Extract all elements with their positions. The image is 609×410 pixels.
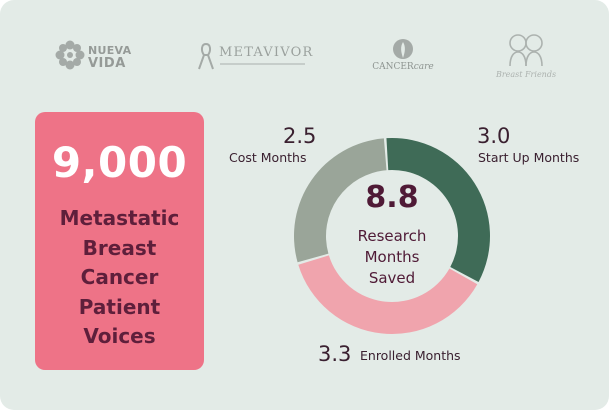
start-up-months-value: 3.0 — [477, 124, 511, 148]
nueva-vida-wordmark: NUEVA VIDA — [88, 44, 132, 71]
breast-friends-logo: Breast Friends — [494, 32, 558, 82]
enrolled-months-label: Enrolled Months — [360, 348, 461, 363]
patient-voices-panel: 9,000 Metastatic Breast Cancer Patient V… — [35, 112, 204, 370]
label-line: Metastatic — [59, 206, 180, 230]
label-line: Breast — [82, 235, 157, 260]
cancercare-wordmark: CANCERcare — [372, 62, 434, 72]
center-label-line: Research — [357, 227, 427, 245]
metavivor-logo: METAVIVOR — [197, 42, 312, 72]
enrolled-months-value: 3.3 — [318, 342, 352, 366]
donut-segment-start-up-months — [386, 138, 490, 282]
flower-icon — [55, 40, 85, 70]
center-label-line: Saved — [368, 269, 416, 287]
total-months-value: 8.8 — [365, 180, 419, 215]
center-label-line: Months — [364, 248, 420, 266]
cost-months-label: Cost Months — [229, 150, 307, 165]
two-friends-icon — [509, 34, 543, 67]
patient-count-label: Metastatic Breast Cancer Patient Voices — [35, 204, 204, 352]
label-line: Voices — [83, 324, 156, 348]
cancercare-logo: CANCERcare — [368, 38, 438, 78]
label-line: Cancer — [80, 265, 159, 289]
ribbon-icon — [198, 43, 214, 70]
label-line: Patient — [78, 294, 161, 319]
donut-segment-cost-months — [294, 138, 387, 263]
metavivor-wordmark: METAVIVOR — [219, 45, 314, 60]
metavivor-tagline — [220, 63, 305, 65]
breast-friends-wordmark: Breast Friends — [495, 70, 557, 79]
flame-icon — [393, 39, 413, 59]
patient-count: 9,000 — [51, 138, 188, 187]
donut-segment-enrolled-months — [298, 255, 478, 334]
nueva-vida-logo: NUEVA VIDA — [55, 40, 135, 76]
total-months-label: Research Months Saved — [332, 226, 452, 289]
start-up-months-label: Start Up Months — [478, 150, 580, 165]
cost-months-value: 2.5 — [283, 124, 317, 148]
